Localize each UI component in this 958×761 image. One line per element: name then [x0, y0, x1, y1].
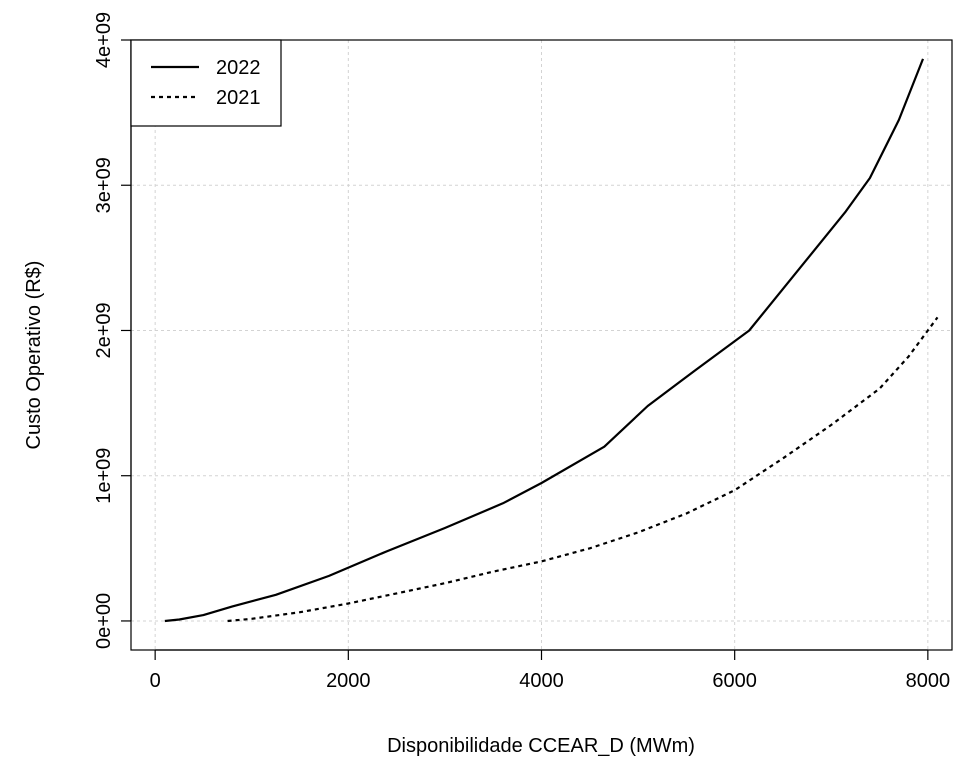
y-tick-label: 1e+09 [93, 448, 115, 504]
y-tick-label: 3e+09 [93, 157, 115, 213]
legend-label: 2022 [216, 57, 261, 79]
legend-label: 2021 [216, 87, 261, 109]
x-tick-label: 2000 [326, 670, 371, 692]
x-tick-label: 4000 [519, 670, 564, 692]
y-tick-label: 2e+09 [93, 302, 115, 358]
x-axis: 0 2000 4000 6000 8000 [150, 649, 951, 692]
x-tick-label: 6000 [712, 670, 757, 692]
legend-box [130, 39, 282, 127]
y-tick-label: 4e+09 [93, 12, 115, 68]
grid [131, 39, 952, 650]
x-axis-label: Disponibilidade CCEAR_D (MWm) [387, 735, 695, 757]
legend: 2022 2021 [130, 39, 282, 127]
x-tick-label: 8000 [906, 670, 951, 692]
y-axis: 0e+00 1e+09 2e+09 3e+09 4e+09 [93, 12, 132, 649]
series-line-2021 [227, 316, 939, 623]
series-line-2022 [164, 58, 925, 623]
x-tick-label: 0 [150, 670, 161, 692]
y-axis-label: Custo Operativo (R$) [23, 261, 45, 450]
series-lines [164, 58, 939, 623]
y-tick-label: 0e+00 [93, 593, 115, 649]
